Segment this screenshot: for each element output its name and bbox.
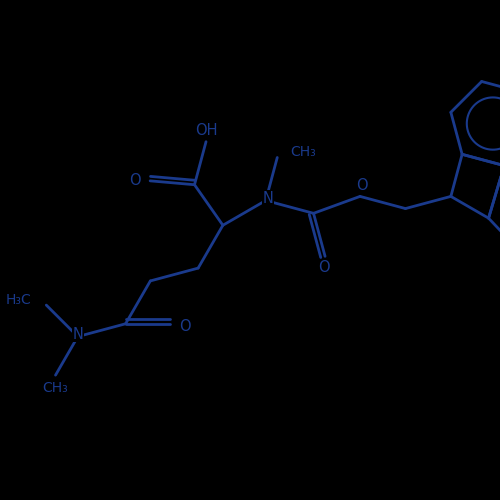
Text: OH: OH xyxy=(195,124,218,138)
Text: O: O xyxy=(130,174,141,188)
Text: CH₃: CH₃ xyxy=(42,380,68,394)
Text: H₃C: H₃C xyxy=(6,293,32,307)
Text: N: N xyxy=(72,326,83,342)
Text: O: O xyxy=(179,319,190,334)
Text: CH₃: CH₃ xyxy=(290,144,316,158)
Text: O: O xyxy=(318,260,330,274)
Text: N: N xyxy=(262,191,273,206)
Text: O: O xyxy=(356,178,368,193)
